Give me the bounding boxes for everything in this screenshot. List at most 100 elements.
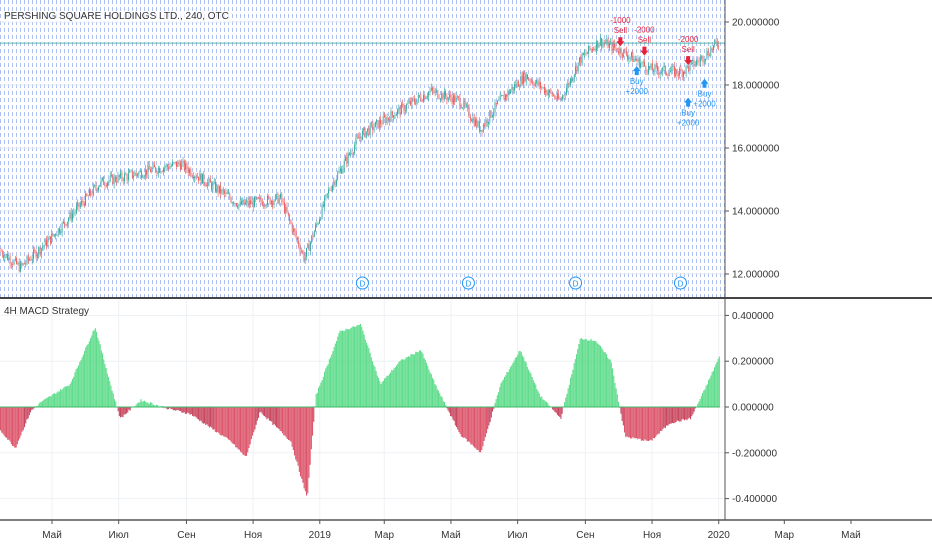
- candle-body: [285, 206, 287, 213]
- candle-body: [116, 181, 118, 183]
- candle-body: [317, 223, 319, 224]
- candle-body: [25, 263, 27, 265]
- macd-histogram-bar: [75, 369, 77, 407]
- macd-histogram-bar: [649, 407, 651, 441]
- macd-histogram-bar: [412, 354, 414, 407]
- macd-histogram-bar: [705, 385, 707, 407]
- macd-histogram-bar: [146, 402, 148, 407]
- macd-histogram-bar: [321, 379, 323, 407]
- macd-histogram-bar: [326, 366, 328, 407]
- candle-body: [225, 192, 227, 194]
- macd-histogram-bar: [542, 399, 544, 407]
- candle-body: [38, 247, 40, 255]
- candle-body: [358, 137, 359, 139]
- candle-body: [151, 168, 153, 173]
- candle-body: [311, 235, 313, 243]
- macd-histogram-bar: [183, 407, 185, 413]
- macd-histogram-bar: [558, 407, 560, 416]
- signal-label: Buy: [681, 109, 695, 118]
- macd-histogram-bar: [366, 342, 368, 407]
- candle-body: [646, 71, 648, 73]
- macd-histogram-bar: [612, 368, 614, 407]
- candle-body: [412, 98, 414, 99]
- macd-histogram-bar: [591, 340, 593, 407]
- candle-body: [627, 55, 628, 60]
- macd-histogram-bar: [211, 407, 213, 428]
- macd-histogram-bar: [538, 393, 540, 407]
- macd-histogram-bar: [620, 407, 622, 414]
- macd-histogram-bar: [205, 407, 207, 425]
- macd-histogram-bar: [450, 407, 452, 417]
- macd-histogram-bar: [420, 350, 422, 407]
- candle-body: [203, 173, 205, 184]
- candle-body: [668, 72, 670, 76]
- candle-body: [351, 152, 353, 154]
- candle-body: [602, 42, 604, 47]
- candle-body: [716, 42, 718, 46]
- candle-body: [235, 203, 237, 206]
- macd-histogram-bar: [360, 323, 362, 407]
- candle-body: [37, 254, 38, 258]
- candle-body: [191, 175, 193, 177]
- candle-body: [713, 45, 714, 50]
- candle-body: [183, 160, 185, 170]
- candle-body: [24, 263, 25, 265]
- candle-body: [131, 170, 133, 178]
- candle-body: [209, 178, 211, 183]
- candle-body: [104, 184, 106, 186]
- macd-histogram-bar: [242, 407, 244, 455]
- candle-body: [164, 167, 166, 169]
- candle-body: [655, 64, 657, 66]
- candle-body: [542, 87, 544, 88]
- candle-body: [536, 80, 537, 83]
- candle-body: [414, 98, 415, 103]
- candle-body: [672, 66, 674, 67]
- candle-body: [79, 204, 81, 208]
- macd-histogram-bar: [210, 407, 212, 427]
- candle-body: [336, 179, 337, 185]
- candle-body: [518, 81, 519, 87]
- macd-histogram-bar: [156, 404, 158, 407]
- macd-histogram-bar: [6, 407, 8, 438]
- candle-body: [468, 106, 470, 117]
- macd-histogram-bar: [0, 407, 2, 431]
- candle-body: [525, 74, 527, 82]
- candle-body: [555, 98, 557, 99]
- candle-body: [681, 70, 683, 77]
- macd-histogram-bar: [74, 372, 76, 407]
- macd-histogram-bar: [535, 384, 537, 407]
- candle-body: [168, 166, 170, 169]
- candle-body: [664, 65, 666, 74]
- macd-histogram-bar: [646, 407, 648, 441]
- candle-body: [8, 257, 10, 260]
- candle-body: [146, 169, 147, 175]
- macd-histogram-bar: [307, 407, 309, 494]
- macd-histogram-bar: [367, 345, 369, 407]
- macd-histogram-bar: [301, 407, 303, 479]
- macd-histogram-bar: [469, 407, 471, 443]
- macd-histogram-bar: [614, 382, 616, 407]
- candle-body: [167, 164, 168, 167]
- macd-histogram-bar: [618, 401, 620, 407]
- macd-histogram-bar: [376, 375, 378, 407]
- macd-histogram-bar: [372, 361, 374, 407]
- candle-body: [425, 97, 427, 99]
- candle-body: [427, 96, 428, 98]
- macd-histogram-bar: [339, 330, 341, 407]
- candle-body: [174, 161, 176, 163]
- candle-body: [304, 256, 306, 261]
- macd-histogram-bar: [240, 407, 242, 452]
- macd-histogram-bar: [525, 362, 527, 407]
- candle-body: [176, 161, 177, 167]
- candle-body: [675, 69, 677, 76]
- candle-body: [5, 253, 7, 256]
- macd-histogram-bar: [234, 407, 236, 445]
- candle-body: [211, 182, 212, 190]
- macd-histogram-bar: [468, 407, 470, 442]
- macd-histogram-bar: [532, 380, 534, 407]
- candle-body: [654, 64, 656, 73]
- candle-body: [649, 65, 651, 69]
- macd-histogram-bar: [511, 365, 513, 407]
- macd-histogram-bar: [411, 354, 413, 407]
